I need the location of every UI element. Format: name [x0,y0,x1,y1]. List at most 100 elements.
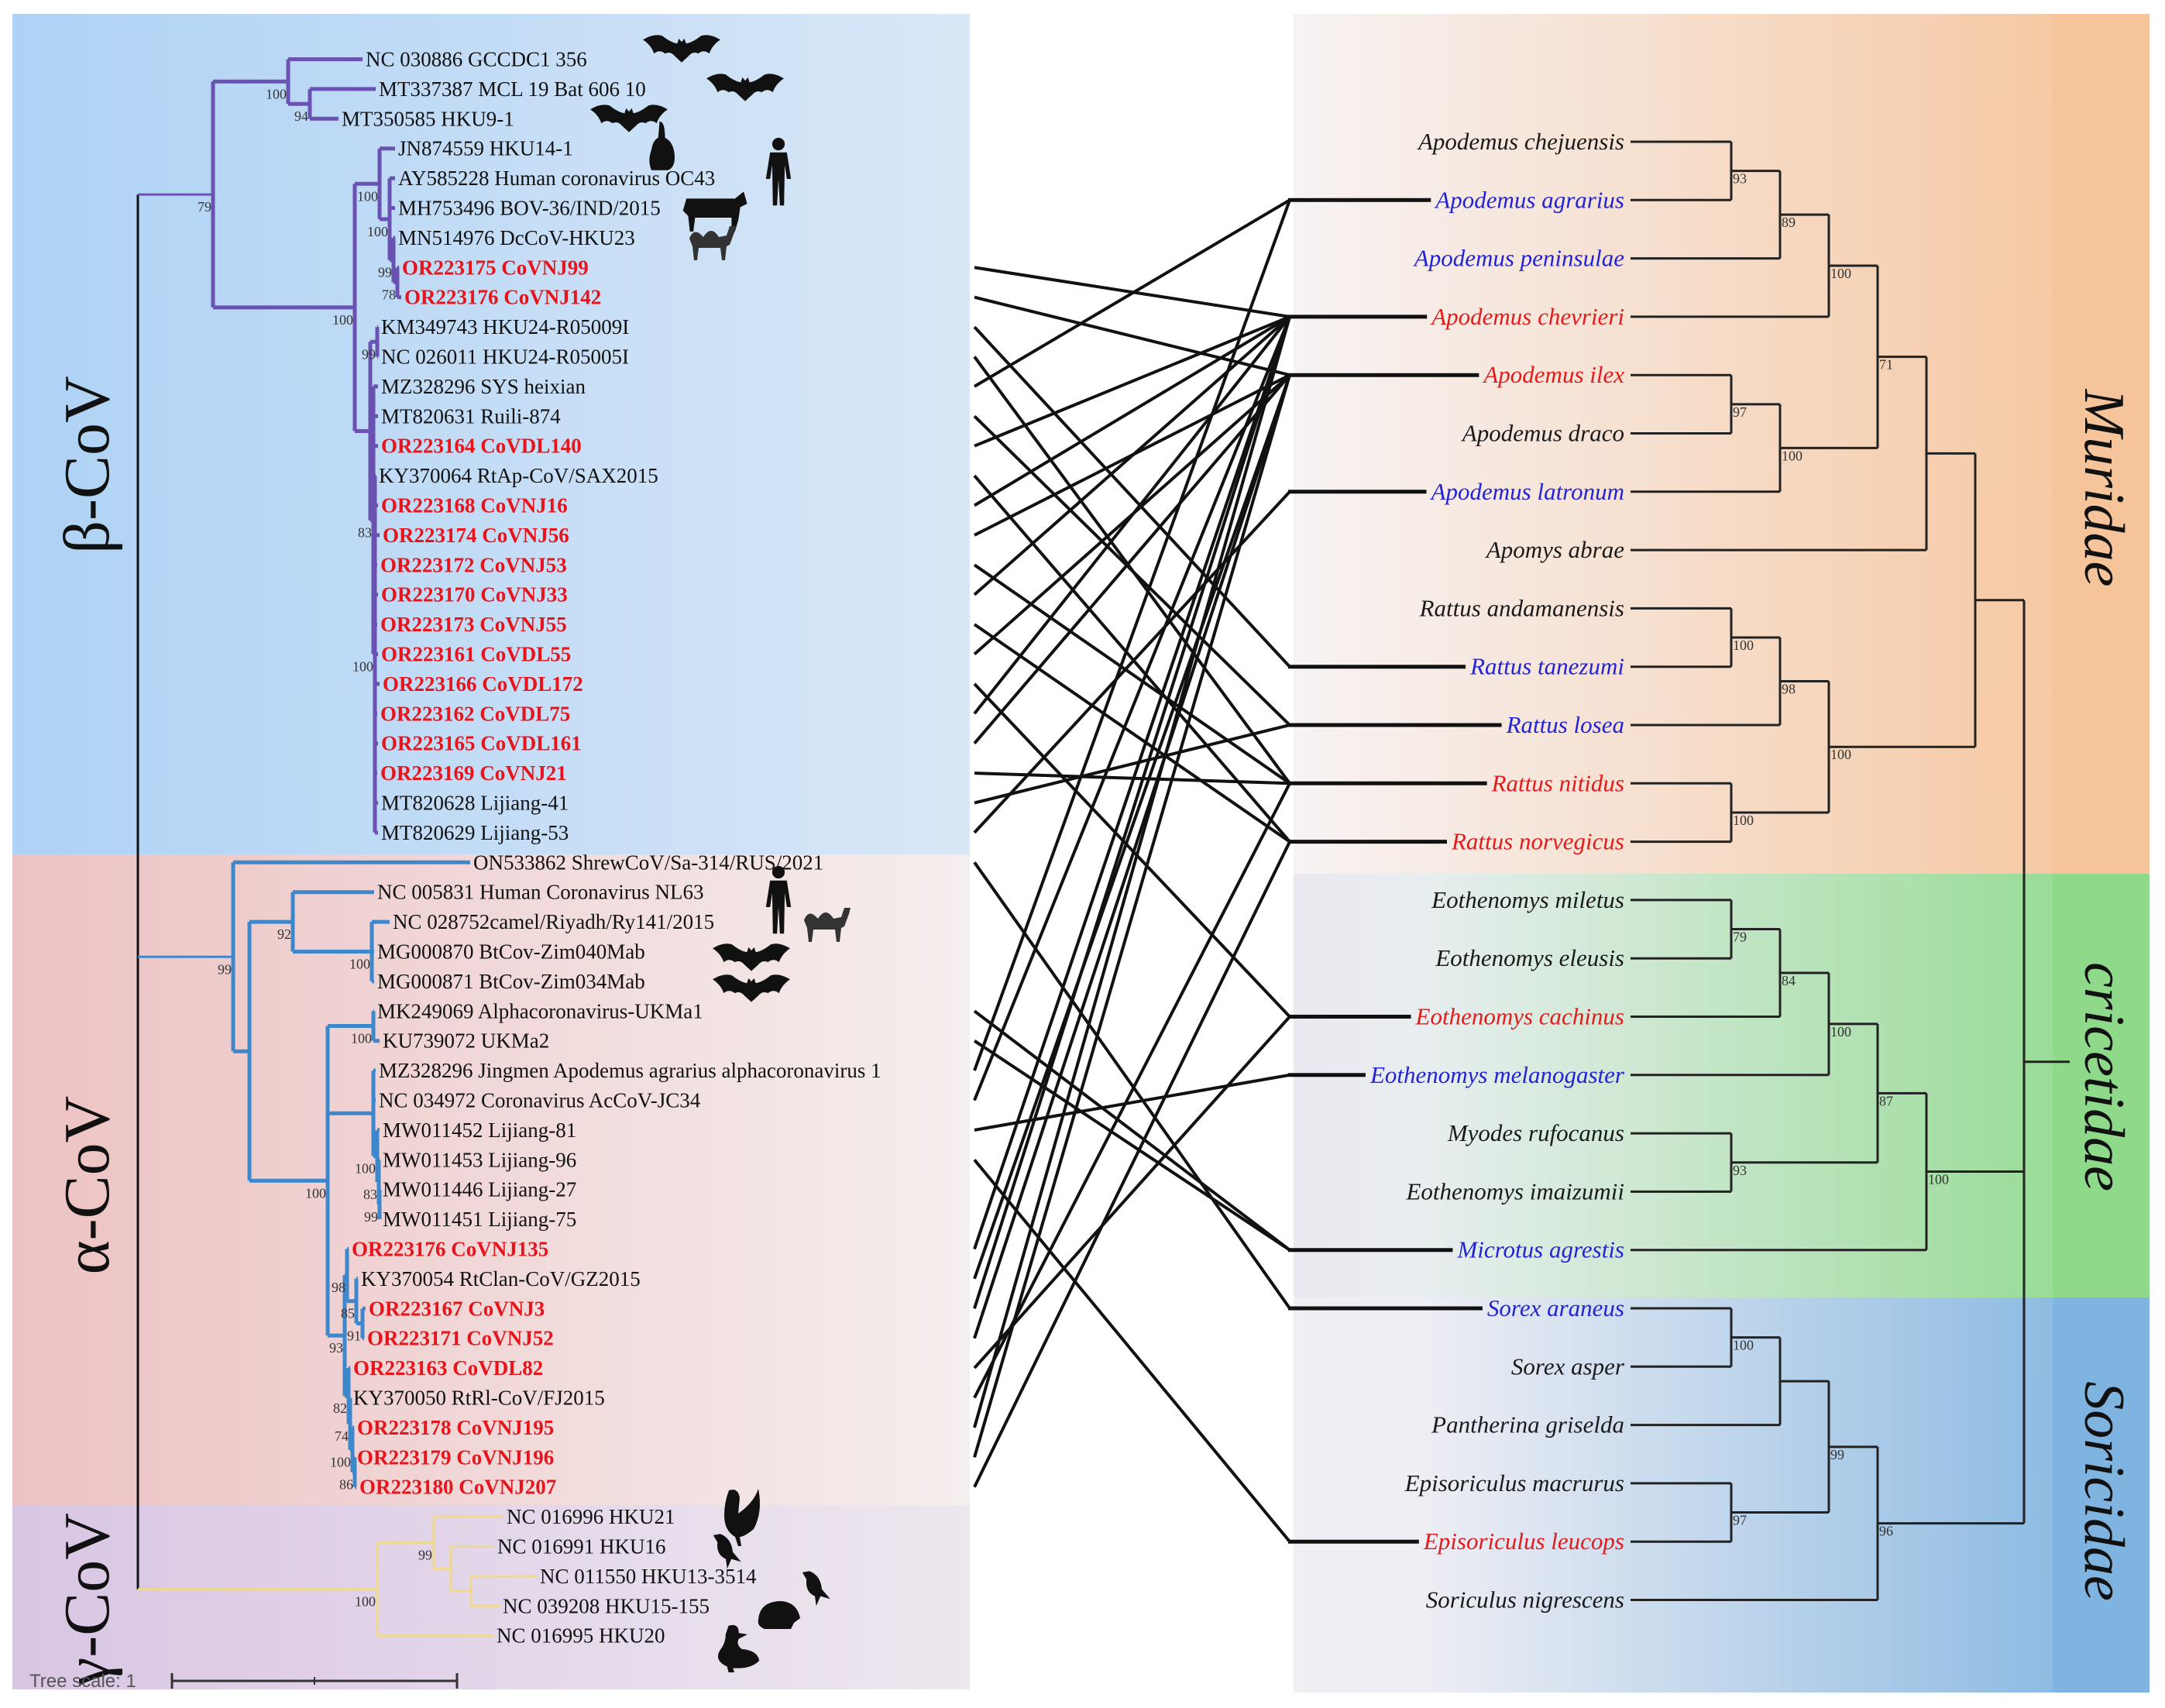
bootstrap-value: 100 [355,1161,376,1177]
virus-leaf-label: NC 026011 HKU24-R05005I [381,345,629,369]
virus-leaf-label: MT820629 Lijiang-53 [381,821,569,844]
host-leaf-label: Apodemus agrarius [1434,186,1624,213]
host-phylogenetic-tree: 93 89 100 97 100 71 100 98 100 100 79 84 100 93 87 100 1… [1369,128,2070,1613]
virus-phylogenetic-tree: 94 100 78 99 100 100 99 100 83 100 79 100 92 100 99 83 1… [136,48,881,1648]
virus-leaf-label: JN874559 HKU14-1 [398,137,573,160]
bootstrap-value: 99 [1830,1447,1844,1462]
bootstrap-value: 79 [198,199,211,215]
association-link [973,490,1291,834]
muridae-band [2053,14,2150,874]
association-link [973,315,1291,715]
association-link [974,723,1290,805]
tree-scale-label: Tree scale: 1 [29,1671,136,1692]
virus-leaf-label: MT337387 MCL 19 Bat 606 10 [379,77,646,101]
virus-leaf-label: OR223167 CoVNJ3 [369,1297,545,1320]
host-leaf-label: Microtus agrestis [1456,1236,1624,1263]
tree-scale: Tree scale: 1 [29,1671,459,1692]
host-tree-panel: Muridae cricetidae Soricidae 93 89 100 97 10… [1294,14,2150,1693]
virus-leaf-label: MG000870 BtCov-Zim040Mab [377,940,645,964]
virus-leaf-label: MW011452 Lijiang-81 [383,1119,576,1142]
family-label-cricetidae: cricetidae [2072,962,2136,1191]
virus-leaf-label: KY370054 RtClan-CoV/GZ2015 [361,1267,641,1290]
bootstrap-value: 100 [367,224,388,239]
cricetidae-background [1294,874,2150,1297]
bootstrap-value: 83 [363,1187,377,1202]
host-leaf-label: Apodemus latronum [1430,478,1624,505]
virus-leaf-label: OR223172 CoVNJ53 [380,553,567,576]
beta-cov-background [12,14,970,854]
association-link [973,861,1291,1310]
bootstrap-value: 82 [333,1400,347,1416]
bootstrap-value: 93 [329,1340,343,1356]
bootstrap-value: 100 [355,1594,376,1610]
association-link [973,373,1291,745]
virus-leaf-label: OR223164 CoVDL140 [381,435,582,458]
association-link [973,316,1291,1309]
alpha-cov-background [12,854,970,1505]
bootstrap-value: 89 [1782,215,1796,230]
host-leaf-label: Eothenomys cachinus [1415,1003,1624,1030]
virus-leaf-label: NC 016996 HKU21 [507,1505,675,1528]
virus-leaf-label: OR223179 CoVNJ196 [357,1445,554,1469]
association-link [973,316,1291,1250]
virus-leaf-label: MN514976 DcCoV-HKU23 [398,226,635,249]
virus-leaf-label: NC 030886 GCCDC1 356 [366,48,587,71]
family-label-soricidae: Soricidae [2072,1381,2136,1601]
virus-leaf-label: OR223174 CoVNJ56 [383,524,569,547]
virus-leaf-label: KM349743 HKU24-R05009I [381,315,629,339]
bootstrap-value: 99 [364,1209,378,1225]
bootstrap-value: 83 [358,525,372,541]
bootstrap-value: 99 [418,1548,432,1563]
host-leaf-label: Soriculus nigrescens [1426,1586,1624,1613]
association-link [973,374,1291,1339]
virus-leaf-label: OR223171 CoVNJ52 [367,1327,554,1350]
bootstrap-value: 99 [362,346,376,362]
virus-leaf-label: OR223170 CoVNJ33 [381,583,568,607]
association-link [974,1073,1290,1132]
association-link [973,316,1291,1428]
association-link [973,374,1291,1280]
host-leaf-label: Apodemus peninsulae [1413,245,1624,272]
virus-leaf-label: OR223176 CoVNJ142 [404,286,601,309]
host-leaf-label: Sorex araneus [1487,1294,1624,1321]
virus-leaf-label: MK249069 Alphacoronavirus-UKMa1 [377,999,703,1022]
bootstrap-value: 97 [1733,1513,1747,1528]
virus-leaf-label: NC 016995 HKU20 [497,1624,665,1648]
host-leaf-label: Episoriculus leucops [1423,1528,1624,1555]
virus-leaf-label: MT350585 HKU9-1 [342,107,514,130]
host-leaf-label: Apodemus draco [1461,420,1624,447]
virus-leaf-label: OR223166 CoVDL172 [383,672,583,696]
host-leaf-label: Sorex asper [1511,1352,1625,1380]
bootstrap-value: 96 [1879,1524,1893,1539]
bootstrap-value: 100 [1733,813,1754,828]
virus-leaf-label: MW011453 Lijiang-96 [383,1148,576,1171]
virus-leaf-label: MT820628 Lijiang-41 [381,792,569,815]
host-leaf-label: Eothenomys melanogaster [1369,1061,1625,1088]
bootstrap-value: 87 [1879,1093,1893,1108]
bootstrap-value: 98 [332,1280,345,1295]
bootstrap-value: 100 [1733,637,1754,653]
bootstrap-value: 100 [1830,747,1851,762]
host-leaf-label: Apodemus chejuensis [1417,128,1624,155]
bootstrap-value: 100 [1733,1338,1754,1353]
association-link [973,374,1291,1458]
association-link [973,1159,1291,1543]
family-label-muridae: Muridae [2072,389,2136,587]
bootstrap-value: 71 [1879,357,1893,373]
virus-host-links [973,198,1502,1544]
host-leaf-label: Apodemus ilex [1482,361,1624,388]
virus-leaf-label: NC 005831 Human Coronavirus NL63 [377,881,703,904]
virus-leaf-label: NC 011550 HKU13-3514 [540,1565,757,1588]
bootstrap-value: 94 [294,108,308,124]
virus-leaf-label: OR223161 CoVDL55 [381,643,571,666]
host-leaf-label: Rattus tanezumi [1469,653,1624,680]
bootstrap-value: 99 [218,961,232,977]
virus-leaf-label: OR223178 CoVNJ195 [357,1416,554,1439]
virus-leaf-label: MZ328296 Jingmen Apodemus agrarius alpha… [379,1059,881,1082]
virus-leaf-label: OR223168 CoVNJ16 [381,494,568,517]
bootstrap-value: 97 [1733,404,1747,420]
virus-leaf-label: KY370050 RtRl-CoV/FJ2015 [353,1387,605,1410]
bootstrap-value: 99 [378,265,392,280]
association-link [973,325,1291,668]
